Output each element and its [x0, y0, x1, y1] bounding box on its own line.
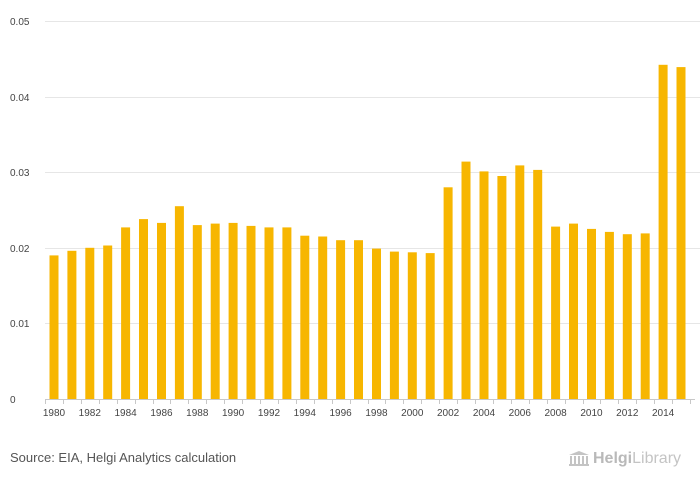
- bar-1986: [157, 222, 166, 399]
- bar-1992: [264, 227, 274, 399]
- x-tick-label: 2006: [509, 408, 532, 419]
- x-tick-label: 1988: [186, 408, 209, 419]
- bar-1998: [372, 248, 381, 399]
- x-tick-label: 2008: [544, 408, 567, 419]
- bar-2003: [461, 161, 471, 399]
- bar-2001: [425, 253, 435, 399]
- x-axis: [45, 399, 695, 404]
- x-tick-label: 1996: [329, 408, 352, 419]
- bar-1987: [174, 206, 184, 399]
- x-tick-label: 2014: [652, 408, 675, 419]
- x-tick-label: 1982: [79, 408, 102, 419]
- bar-1997: [354, 240, 363, 399]
- bar-2011: [604, 231, 614, 399]
- bar-1995: [318, 236, 328, 399]
- bar-1991: [246, 225, 256, 399]
- bar-1984: [121, 227, 131, 399]
- bar-1993: [282, 227, 292, 399]
- bar-2005: [497, 176, 507, 399]
- x-tick-label: 2012: [616, 408, 639, 419]
- x-tick-label: 1990: [222, 408, 245, 419]
- y-tick-label: 0: [10, 395, 16, 406]
- bar-2000: [407, 252, 417, 399]
- x-axis-labels: 1980 1982 1984 1986 1988 1990 1992 1994 1996 1998…: [43, 408, 675, 419]
- bar-2007: [533, 169, 543, 399]
- x-tick-label: 1986: [150, 408, 173, 419]
- bar-1990: [228, 222, 238, 399]
- bar-chart: 00.010.020.030.040.05 1980 1982 1984 1986 19…: [10, 17, 700, 419]
- bar-1980: [49, 255, 59, 399]
- y-axis-labels: 0 0.01 0.02 0.03 0.04 0.05: [10, 17, 30, 406]
- bar-1989: [210, 223, 220, 399]
- logo-word-helgi: Helgi: [593, 450, 633, 467]
- x-tick-label: 2000: [401, 408, 424, 419]
- y-tick-label: 0.04: [10, 93, 30, 104]
- bar-1996: [336, 240, 346, 399]
- x-tick-label: 1998: [365, 408, 388, 419]
- y-tick-label: 0.03: [10, 168, 30, 179]
- bar-2002: [443, 187, 453, 399]
- bar-2010: [587, 228, 596, 399]
- y-tick-label: 0.05: [10, 17, 30, 28]
- bar-1999: [389, 251, 399, 399]
- x-tick-label: 1992: [258, 408, 281, 419]
- helgi-library-logo[interactable]: Helgi Library: [568, 449, 681, 469]
- library-building-icon: [569, 451, 589, 466]
- x-tick-label: 1994: [294, 408, 317, 419]
- bar-1985: [139, 219, 148, 399]
- bar-1983: [103, 245, 113, 399]
- bar-2006: [515, 165, 525, 399]
- bar-2012: [622, 234, 632, 399]
- x-tick-label: 1984: [114, 408, 137, 419]
- bar-1988: [192, 225, 202, 399]
- x-tick-label: 2004: [473, 408, 496, 419]
- bar-1994: [300, 235, 310, 399]
- logo-word-library: Library: [632, 450, 682, 467]
- bar-2013: [640, 233, 650, 399]
- bar-2015: [676, 67, 686, 399]
- y-tick-label: 0.02: [10, 244, 30, 255]
- y-tick-label: 0.01: [10, 319, 30, 330]
- x-tick-label: 2010: [580, 408, 603, 419]
- x-tick-label: 1980: [43, 408, 66, 419]
- bar-2004: [479, 171, 489, 399]
- bar-1982: [85, 247, 95, 399]
- x-tick-label: 2002: [437, 408, 460, 419]
- source-note: Source: EIA, Helgi Analytics calculation: [10, 450, 237, 465]
- bar-2009: [569, 223, 578, 399]
- bar-1981: [67, 250, 77, 399]
- bar-2008: [551, 226, 561, 399]
- bar-2014: [658, 64, 668, 400]
- bars: [49, 64, 686, 400]
